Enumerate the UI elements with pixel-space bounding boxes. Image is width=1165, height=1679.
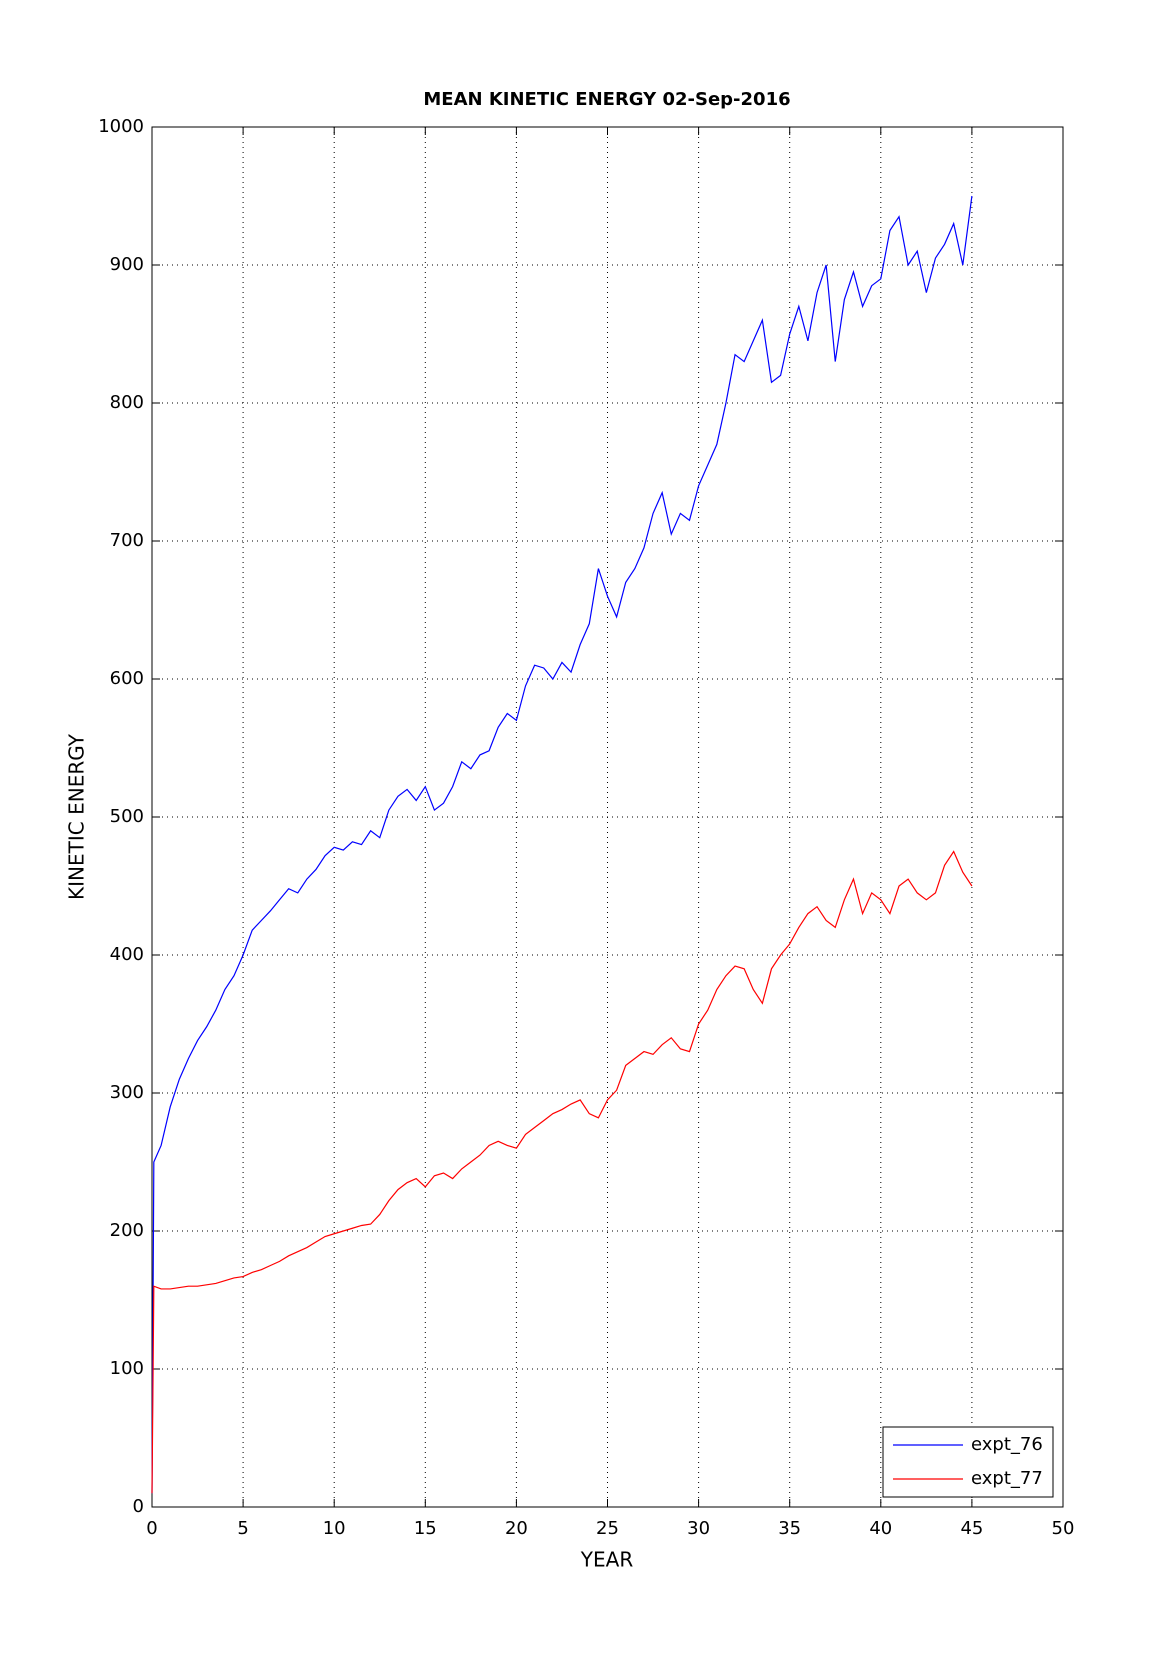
x-tick-label: 35	[778, 1518, 801, 1539]
legend-label: expt_77	[971, 1468, 1043, 1489]
legend-box	[882, 1426, 1054, 1498]
y-tick-label: 0	[133, 1496, 144, 1517]
y-tick-label: 800	[110, 392, 144, 413]
x-tick-label: 15	[414, 1518, 437, 1539]
data-line	[151, 195, 973, 1494]
y-tick-label: 900	[110, 254, 144, 275]
chart-title: MEAN KINETIC ENERGY 02-Sep-2016	[423, 89, 790, 110]
y-tick-label: 600	[110, 668, 144, 689]
x-tick-label: 10	[323, 1518, 346, 1539]
x-tick-label: 30	[687, 1518, 710, 1539]
x-tick-label: 5	[237, 1518, 248, 1539]
data-line	[151, 850, 973, 1494]
y-tick-label: 200	[110, 1220, 144, 1241]
y-tick-label: 700	[110, 530, 144, 551]
y-tick-label: 300	[110, 1082, 144, 1103]
x-tick-label: 45	[960, 1518, 983, 1539]
y-tick-label: 500	[110, 806, 144, 827]
x-tick-label: 40	[869, 1518, 892, 1539]
x-tick-label: 25	[596, 1518, 619, 1539]
x-tick-label: 50	[1052, 1518, 1075, 1539]
plot-frame	[151, 126, 1064, 1508]
y-tick-label: 400	[110, 944, 144, 965]
legend-label: expt_76	[971, 1434, 1043, 1455]
y-tick-label: 100	[110, 1358, 144, 1379]
y-axis-label: KINETIC ENERGY	[65, 733, 89, 900]
y-tick-label: 1000	[98, 116, 144, 137]
x-tick-label: 20	[505, 1518, 528, 1539]
x-axis-label: YEAR	[580, 1548, 634, 1572]
x-tick-label: 0	[146, 1518, 157, 1539]
